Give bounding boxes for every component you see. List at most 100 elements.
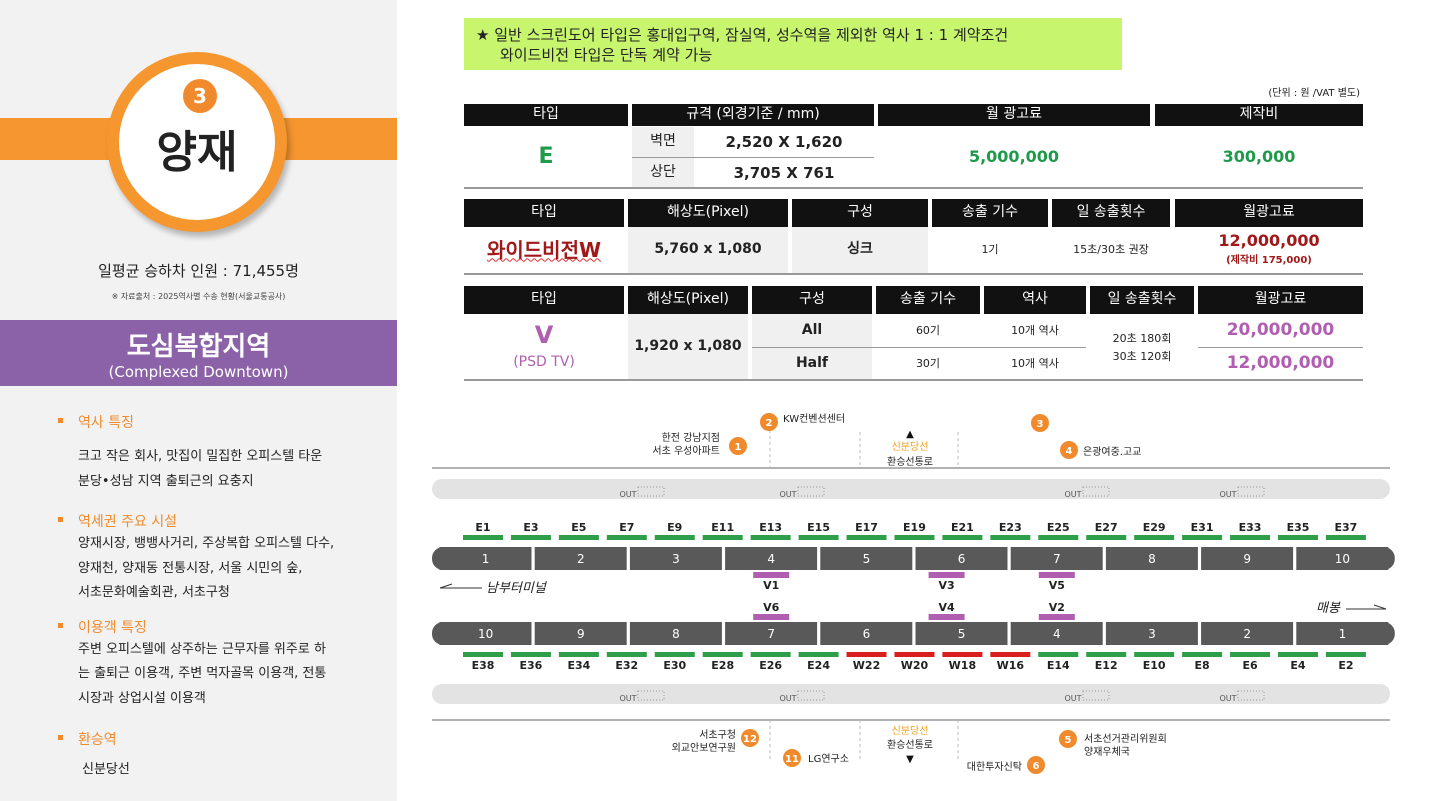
table-cell: 20,000,000 [1226, 319, 1335, 340]
table-cell: 1기 [981, 243, 999, 257]
door-marker [510, 535, 551, 540]
door-label: E23 [999, 521, 1022, 534]
table-cell: E [538, 144, 554, 170]
section-text: 신분당선 [82, 762, 130, 777]
car-number: 3 [672, 552, 680, 566]
section-text: 양재천, 양재동 전통시장, 서울 시민의 숲, [78, 561, 303, 576]
sidebar: 3 양재 일평균 승하차 인원 : 71,455명 ※ 자료출처 : 2025역… [0, 0, 397, 801]
door-marker [510, 652, 551, 657]
door-marker [798, 652, 839, 657]
table-rule [1198, 347, 1363, 348]
zone-title: 도심복합지역 [126, 332, 271, 362]
exit-label: 대한투자신탁 [967, 761, 1022, 773]
v-marker [1038, 572, 1075, 578]
section-text: 시장과 상업시설 이용객 [78, 691, 206, 706]
door-label: E32 [615, 659, 638, 672]
car [1201, 622, 1294, 645]
table-cell: 와이드비전W [486, 237, 602, 262]
exit-number: 4 [1066, 446, 1073, 457]
section-heading: 역사 특징 [58, 412, 134, 432]
section-text: 양재시장, 뱅뱅사거리, 주상복합 오피스텔 다수, [78, 536, 335, 551]
table-header: 일 송출횟수 [1052, 199, 1170, 227]
car [534, 622, 627, 645]
v-label: V2 [1049, 601, 1065, 614]
table-cell: 상단 [632, 158, 694, 188]
door-label: E25 [1047, 521, 1070, 534]
direction-label: 매봉 [1316, 601, 1341, 616]
car [820, 547, 913, 570]
car [1201, 547, 1294, 570]
exit-label: 양재우체국 [1084, 746, 1130, 758]
car-number: 3 [1148, 627, 1156, 641]
door-label: E11 [711, 521, 734, 534]
car-number: 2 [1243, 627, 1251, 641]
door-label: E10 [1143, 659, 1166, 672]
door-marker [846, 652, 887, 657]
door-label: E34 [567, 659, 590, 672]
ridership: 일평균 승하차 인원 : 71,455명 [98, 262, 299, 280]
out-label: OUT [1064, 694, 1081, 703]
table-cell: 싱크 [792, 227, 928, 273]
station-name: 양재 [156, 127, 238, 178]
zone-box [0, 320, 397, 386]
zone-subtitle: (Complexed Downtown) [108, 363, 289, 381]
car [439, 547, 532, 570]
out-label: OUT [619, 694, 636, 703]
door-label: E4 [1290, 659, 1306, 672]
car-number: 10 [1335, 552, 1350, 566]
direction-label: 남부터미널 [486, 581, 548, 596]
car [1010, 622, 1103, 645]
door-marker [750, 535, 791, 540]
section-text: 는 출퇴근 이용객, 주변 먹자골목 이용객, 전통 [78, 666, 327, 681]
v-label: V1 [763, 579, 779, 592]
exit-number: 1 [735, 442, 742, 453]
door-marker [702, 535, 743, 540]
door-marker [1325, 652, 1366, 657]
exit-label: LG연구소 [808, 753, 849, 765]
table-cell: 30기 [915, 356, 941, 370]
door-marker [558, 535, 599, 540]
door-marker [463, 652, 503, 657]
table-header: 해상도(Pixel) [628, 286, 748, 314]
table-header: 타입 [464, 199, 624, 227]
car-number: 1 [482, 552, 490, 566]
door-marker [1086, 652, 1127, 657]
out-label: OUT [1219, 694, 1236, 703]
door-marker [1038, 652, 1079, 657]
table-cell: 60기 [915, 323, 941, 337]
door-label: E17 [855, 521, 878, 534]
door-marker [1277, 535, 1318, 540]
notice-line: 와이드비전 타입은 단독 계약 가능 [500, 46, 713, 64]
stair-icon [797, 486, 825, 497]
door-marker [798, 535, 839, 540]
exit-number: 6 [1033, 761, 1040, 772]
v-marker [1038, 614, 1075, 620]
door-label: E8 [1195, 659, 1210, 672]
section-heading: 환승역 [58, 729, 117, 749]
door-label: E2 [1338, 659, 1353, 672]
v-marker [928, 572, 965, 578]
out-label: OUT [1064, 490, 1081, 499]
table-header: 송출 기수 [932, 199, 1048, 227]
exit-label: 외교안보연구원 [672, 742, 736, 754]
door-label: E6 [1242, 659, 1258, 672]
section-heading: 역세권 주요 시설 [57, 511, 177, 531]
door-marker [1182, 652, 1223, 657]
direction-arrow [439, 583, 453, 589]
car-number: 9 [577, 627, 585, 641]
car-number: 8 [1148, 552, 1156, 566]
section-text: 분당•성남 지역 출퇴근의 요충지 [78, 474, 254, 489]
table-header: 해상도(Pixel) [628, 199, 788, 227]
door-label: W18 [949, 659, 976, 672]
stair-icon [637, 486, 665, 497]
table-cell: 5,000,000 [968, 147, 1060, 166]
exit-badge [760, 413, 778, 431]
door-marker [654, 535, 695, 540]
door-marker [606, 535, 647, 540]
exit-badge [783, 749, 801, 767]
door-label: W22 [853, 659, 880, 672]
door-marker [1230, 652, 1271, 657]
car-number: 7 [1053, 552, 1061, 566]
v-label: V5 [1049, 579, 1065, 592]
door-label: E3 [523, 521, 538, 534]
